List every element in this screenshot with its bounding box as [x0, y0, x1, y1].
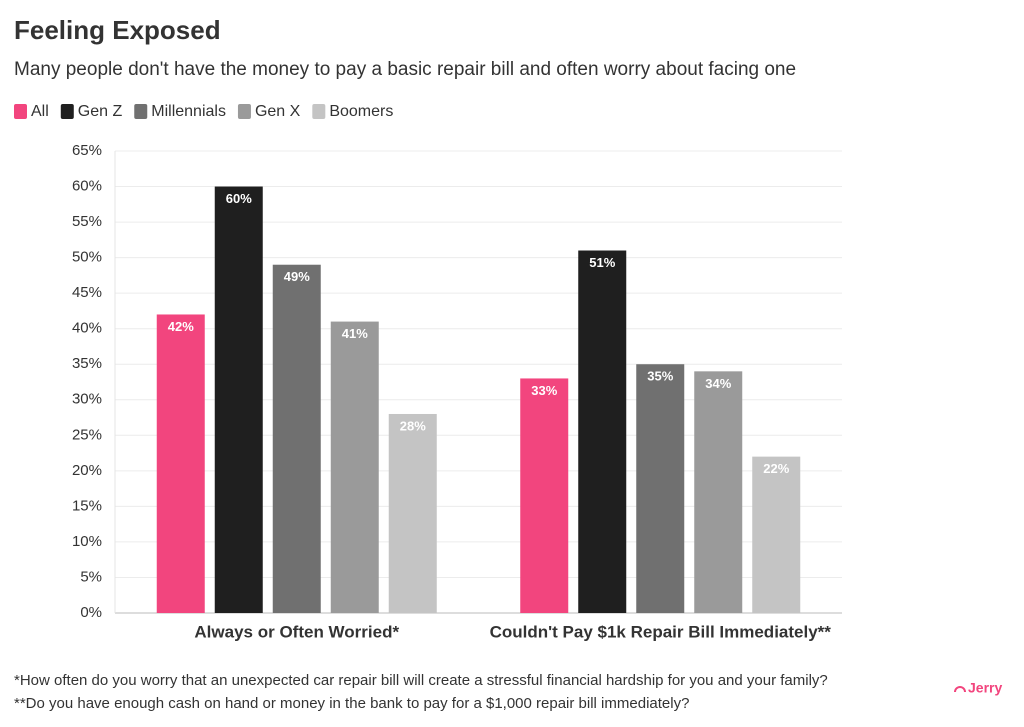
value-label: 49% [284, 269, 310, 284]
bar [752, 456, 801, 613]
value-label: 60% [226, 191, 252, 206]
bar [330, 321, 379, 613]
y-tick-label: 50% [72, 249, 102, 266]
bar [578, 250, 627, 613]
x-tick-label: Always or Often Worried* [194, 622, 399, 641]
value-label: 34% [705, 376, 731, 391]
value-label: 28% [400, 418, 426, 433]
y-tick-label: 35% [72, 355, 102, 372]
legend-label: Gen Z [78, 103, 123, 120]
footnote: *How often do you worry that an unexpect… [14, 672, 828, 689]
brand-logo: Jerry [968, 680, 1002, 696]
x-tick-label: Couldn't Pay $1k Repair Bill Immediately… [490, 622, 832, 641]
y-tick-label: 0% [80, 604, 102, 621]
bar [214, 186, 263, 614]
y-tick-label: 45% [72, 284, 102, 301]
value-label: 51% [589, 255, 615, 270]
legend-swatch [312, 104, 326, 119]
y-tick-label: 60% [72, 178, 102, 195]
bar [272, 264, 321, 613]
chart-subtitle: Many people don't have the money to pay … [14, 59, 796, 80]
bar [636, 364, 685, 613]
bar [388, 413, 437, 613]
chart-title: Feeling Exposed [14, 15, 221, 45]
value-label: 42% [168, 319, 194, 334]
y-tick-label: 65% [72, 142, 102, 159]
y-tick-label: 15% [72, 497, 102, 514]
value-label: 35% [647, 369, 673, 384]
legend-label: Gen X [255, 103, 301, 120]
bar [156, 314, 205, 613]
bar [694, 371, 743, 613]
y-tick-label: 5% [80, 568, 102, 585]
value-label: 41% [342, 326, 368, 341]
y-tick-label: 55% [72, 213, 102, 230]
value-label: 22% [763, 461, 789, 476]
y-tick-label: 40% [72, 320, 102, 337]
y-tick-label: 25% [72, 426, 102, 443]
legend-label: Millennials [151, 103, 226, 120]
legend-label: Boomers [329, 103, 393, 120]
bar [520, 378, 569, 613]
y-tick-label: 10% [72, 533, 102, 550]
brand-icon [954, 686, 966, 693]
legend-swatch [134, 104, 148, 119]
value-label: 33% [531, 383, 557, 398]
legend-label: All [31, 103, 49, 120]
legend-swatch [60, 104, 74, 119]
y-tick-label: 30% [72, 391, 102, 408]
legend-swatch [14, 104, 27, 119]
footnote: **Do you have enough cash on hand or mon… [14, 695, 689, 712]
legend-swatch [237, 104, 251, 119]
y-tick-label: 20% [72, 462, 102, 479]
